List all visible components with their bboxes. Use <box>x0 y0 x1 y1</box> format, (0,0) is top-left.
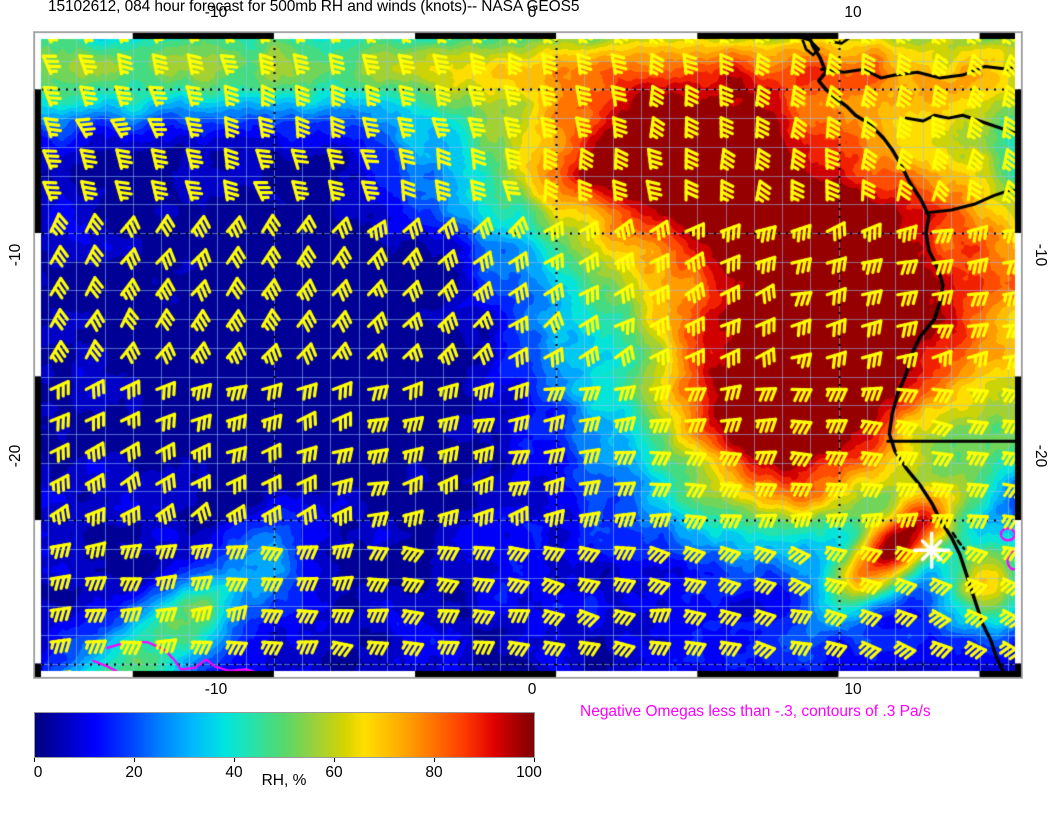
colorbar-gradient <box>34 712 535 758</box>
y-axis-tick-left-1: -10 <box>7 243 24 267</box>
x-axis-tick-bottom-2: 0 <box>527 681 537 698</box>
colorbar-tick-100: 100 <box>516 764 542 781</box>
map-plot-area <box>33 31 1023 679</box>
omega-annotation: Negative Omegas less than -.3, contours … <box>580 703 931 720</box>
colorbar-tick-0: 0 <box>33 764 43 781</box>
x-axis-tick-top-2: 0 <box>527 4 537 21</box>
x-axis-tick-top-3: 10 <box>844 4 862 21</box>
colorbar-tick-20: 20 <box>125 764 143 781</box>
colorbar-label: RH, % <box>261 772 307 789</box>
x-axis-tick-top-1: -10 <box>204 4 228 21</box>
page-title: 15102612, 084 hour forecast for 500mb RH… <box>48 0 580 15</box>
colorbar-tick-60: 60 <box>325 764 343 781</box>
colorbar-tick-80: 80 <box>425 764 443 781</box>
colorbar-tick-40: 40 <box>225 764 243 781</box>
y-axis-tick-right-1: -10 <box>1032 243 1049 267</box>
rh-wind-map-canvas <box>34 32 1022 678</box>
colorbar <box>34 712 535 762</box>
y-axis-tick-right-2: -20 <box>1032 444 1049 468</box>
x-axis-tick-bottom-3: 10 <box>844 681 862 698</box>
x-axis-tick-bottom-1: -10 <box>204 681 228 698</box>
y-axis-tick-left-2: -20 <box>7 444 24 468</box>
